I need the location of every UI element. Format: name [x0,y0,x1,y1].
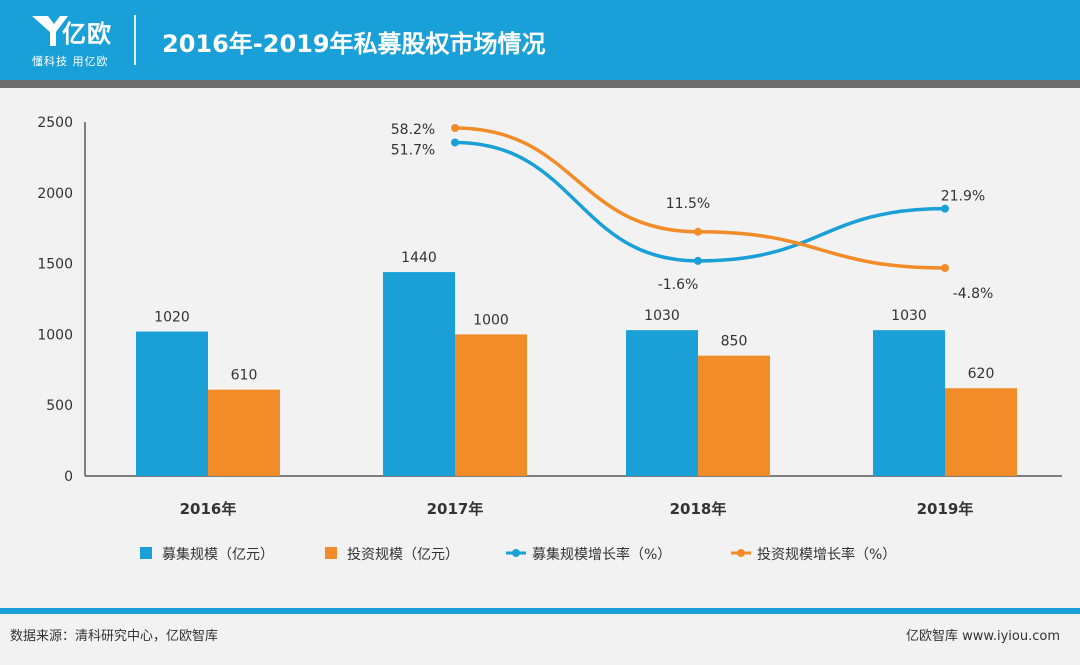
data-source-note: 数据来源：清科研究中心，亿欧智库 [10,625,218,644]
line-data-label: 58.2% [391,122,435,138]
x-tick-label: 2017年 [427,500,484,518]
bar-data-label: 1030 [644,308,680,324]
bar-fundraising [383,272,455,476]
header-underline [0,80,1080,88]
y-tick-label: 500 [46,398,73,414]
legend-swatch [325,547,337,559]
line-data-label: 11.5% [666,196,710,212]
line-data-label: 51.7% [391,142,435,158]
line-data-label: -1.6% [658,277,699,293]
legend-label: 募集规模增长率（%） [532,546,671,563]
bar-data-label: 1030 [891,308,927,324]
y-tick-label: 1500 [37,257,73,273]
bar-data-label: 610 [231,368,258,384]
footer-brand: 亿欧智库 www.iyiou.com [906,625,1060,644]
x-tick-label: 2019年 [917,500,974,518]
line-point [941,264,949,272]
y-tick-label: 0 [64,469,73,485]
line-point [451,138,459,146]
bar-data-label: 620 [968,366,995,382]
bar-fundraising [626,330,698,476]
line-point [451,124,459,132]
combo-chart: 0 500 1000 1500 2000 2500 2016年 2017年 2018年 2019年… [0,88,1080,608]
legend-swatch-marker [512,549,520,557]
y-tick-label: 1000 [37,327,73,343]
legend-label: 投资规模增长率（%） [757,546,896,563]
bar-investment [455,334,527,476]
line-data-label: 21.9% [941,189,985,205]
line-point [694,228,702,236]
legend-swatch-marker [737,549,745,557]
logo-slogan: 懂科技 用亿欧 [32,53,109,69]
bar-data-label: 1440 [401,250,437,266]
footer-rule [0,608,1080,614]
bar-fundraising [136,332,208,476]
header-divider [134,15,136,65]
line-point [941,205,949,213]
logo-name: 亿欧 [62,14,112,49]
line-point [694,257,702,265]
bar-investment [208,390,280,476]
page-title: 2016年-2019年私募股权市场情况 [162,24,546,59]
legend-label: 投资规模（亿元） [347,547,459,563]
bar-investment [698,356,770,476]
x-tick-label: 2018年 [670,500,727,518]
bar-data-label: 1020 [154,310,190,326]
bar-fundraising [873,330,945,476]
legend-swatch [140,547,152,559]
y-tick-label: 2000 [37,186,73,202]
line-data-label: -4.8% [953,286,994,302]
header-bar: 亿欧 懂科技 用亿欧 2016年-2019年私募股权市场情况 [0,0,1080,80]
bar-investment [945,388,1017,476]
bar-data-label: 1000 [473,312,509,328]
legend-label: 募集规模（亿元） [162,546,274,563]
x-tick-label: 2016年 [180,500,237,518]
y-tick-label: 2500 [37,115,73,131]
bar-data-label: 850 [721,334,748,350]
